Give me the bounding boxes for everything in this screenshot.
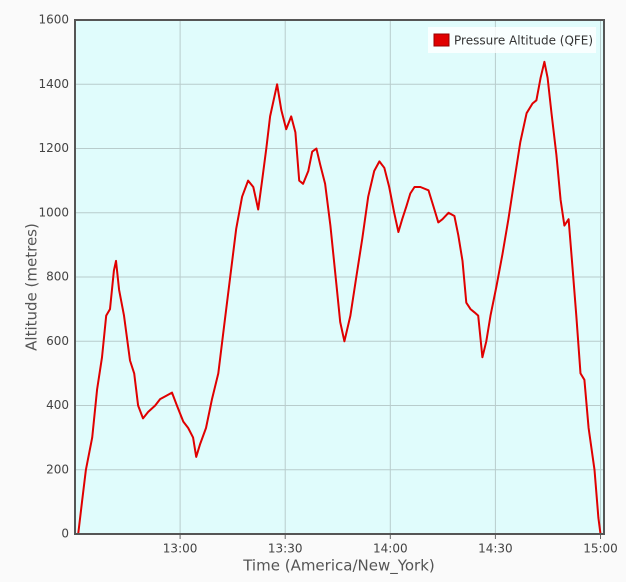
y-tick-label: 0 bbox=[61, 527, 69, 541]
x-tick-label: 13:30 bbox=[268, 542, 303, 556]
y-tick-label: 1400 bbox=[38, 77, 69, 91]
plot-border bbox=[74, 19, 605, 535]
y-tick-label: 1600 bbox=[38, 13, 69, 27]
y-axis-title: Altitude (metres) bbox=[23, 223, 41, 351]
x-tick-label: 15:00 bbox=[583, 542, 618, 556]
y-tick-label: 800 bbox=[46, 270, 69, 284]
x-axis-title: Time (America/New_York) bbox=[242, 557, 435, 576]
legend: Pressure Altitude (QFE) bbox=[428, 27, 596, 53]
y-tick-label: 1000 bbox=[38, 205, 69, 219]
data-line bbox=[77, 60, 602, 535]
y-tick-label: 600 bbox=[46, 334, 69, 348]
legend-swatch bbox=[433, 33, 450, 47]
y-tick-label: 400 bbox=[46, 398, 69, 412]
x-tick-label: 14:00 bbox=[373, 542, 408, 556]
y-tick-label: 1200 bbox=[38, 141, 69, 155]
legend-label: Pressure Altitude (QFE) bbox=[454, 34, 593, 48]
x-tick-label: 14:30 bbox=[478, 542, 513, 556]
legend-box bbox=[428, 27, 596, 53]
x-tick-label: 13:00 bbox=[163, 542, 198, 556]
y-tick-label: 200 bbox=[46, 462, 69, 476]
